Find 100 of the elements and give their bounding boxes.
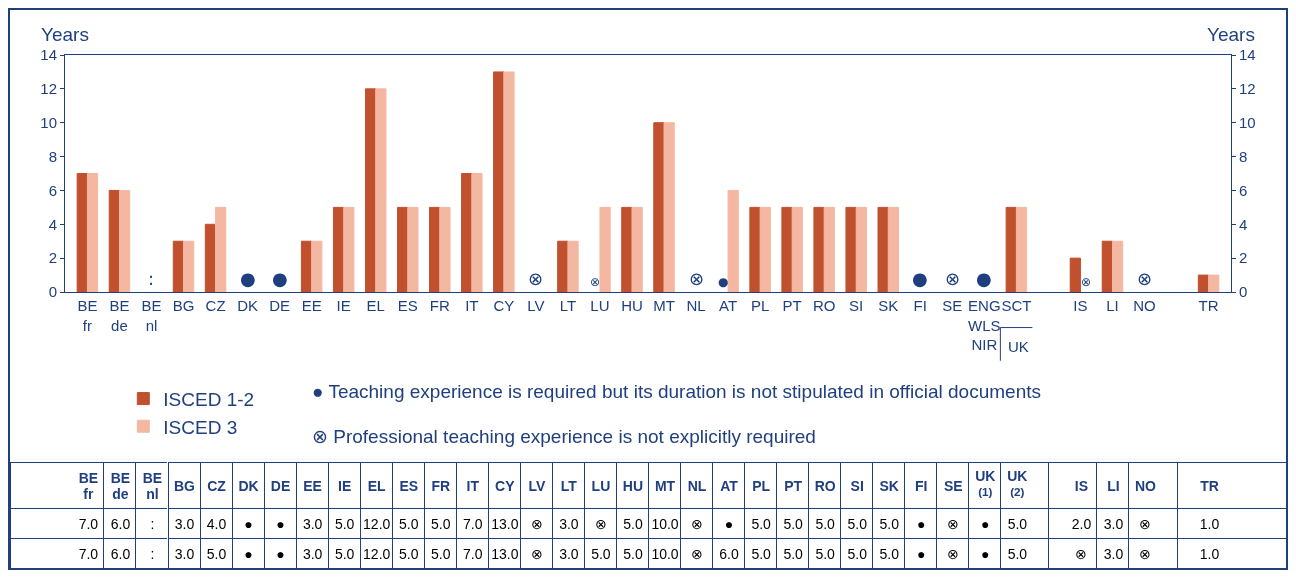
text: ⊗ bbox=[1139, 546, 1152, 562]
data-label: 5.0 bbox=[399, 546, 419, 562]
x-tick-label: BE de bbox=[109, 297, 130, 334]
data-label: 5.0 bbox=[783, 516, 803, 532]
x-tick-label: HU bbox=[621, 297, 643, 314]
data-label: 3.0 bbox=[174, 546, 195, 562]
data-label: 4.0 bbox=[206, 516, 227, 532]
x-tick-label: PL bbox=[750, 297, 770, 314]
category-label: CY bbox=[495, 478, 515, 494]
data-label: 5.0 bbox=[431, 516, 451, 532]
x-tick-label: BG bbox=[172, 297, 195, 314]
data-label: 7.0 bbox=[78, 546, 99, 562]
text: ● bbox=[276, 546, 285, 562]
text: ● bbox=[240, 268, 256, 289]
text: ● bbox=[272, 268, 288, 289]
category-label: BE nl bbox=[142, 470, 163, 502]
data-label: 7.0 bbox=[463, 546, 483, 562]
data-label: 7.0 bbox=[78, 516, 99, 532]
category-label: NO bbox=[1134, 478, 1156, 494]
category-label: SE bbox=[943, 478, 963, 494]
x-tick-label: DK bbox=[237, 297, 259, 314]
data-label: 6.0 bbox=[719, 546, 739, 562]
data-label: 5.0 bbox=[399, 516, 419, 532]
text: ● bbox=[276, 516, 285, 532]
data-label: 5.0 bbox=[431, 546, 451, 562]
text: ⊗ Professional teaching experience is not explicitly required bbox=[312, 426, 816, 447]
data-label: 3.0 bbox=[559, 546, 579, 562]
category-label: AT bbox=[720, 478, 738, 494]
category-label: MT bbox=[654, 478, 676, 494]
category-label: CZ bbox=[207, 478, 226, 494]
x-tick-label: CZ bbox=[205, 297, 226, 314]
category-label: ES bbox=[399, 478, 419, 494]
x-tick-label: IE bbox=[336, 297, 351, 314]
x-tick-label: DE bbox=[269, 297, 291, 314]
x-tick-label: EE bbox=[301, 297, 322, 314]
y-tick-label: 14 bbox=[40, 46, 57, 64]
text: ● bbox=[724, 516, 734, 532]
data-label: 5.0 bbox=[847, 516, 867, 532]
y2-tick-label: 0 bbox=[1239, 283, 1248, 301]
data-label: 13.0 bbox=[491, 546, 519, 562]
data-label: 5.0 bbox=[334, 546, 355, 562]
data-label: 5.0 bbox=[751, 546, 771, 562]
x-tick-label: EL bbox=[366, 297, 385, 314]
data-label: 6.0 bbox=[110, 516, 131, 532]
text: ● bbox=[981, 516, 990, 532]
text: ⊗ bbox=[945, 268, 961, 289]
text: ● bbox=[912, 268, 928, 289]
x-tick-label: BE nl bbox=[141, 297, 162, 334]
x-tick-label: PT bbox=[782, 297, 802, 314]
data-label: 1.0 bbox=[1199, 546, 1220, 562]
text: ● bbox=[244, 516, 253, 532]
data-label: 5.0 bbox=[847, 546, 867, 562]
y-tick-label: 6 bbox=[48, 181, 57, 199]
text: ⊗ bbox=[1081, 275, 1092, 289]
category-label: EE bbox=[303, 478, 322, 494]
category-label: EL bbox=[367, 478, 386, 494]
x-tick-label: SK bbox=[878, 297, 899, 314]
y2-tick-label: 8 bbox=[1239, 147, 1248, 165]
x-tick-label: ES bbox=[397, 297, 418, 314]
category-label: DE bbox=[270, 478, 291, 494]
category-label: SI bbox=[850, 478, 864, 494]
text: ⊗ bbox=[689, 268, 705, 289]
data-label: 12.0 bbox=[363, 516, 391, 532]
data-label: 13.0 bbox=[491, 516, 519, 532]
x-tick-label: CY bbox=[493, 297, 515, 314]
y-tick-label: 4 bbox=[48, 215, 57, 233]
category-label: BE fr bbox=[78, 470, 99, 502]
x-tick-label: LU bbox=[590, 297, 610, 314]
y2-tick-label: 6 bbox=[1239, 181, 1248, 199]
y-tick-label: 8 bbox=[48, 147, 57, 165]
x-tick-label: MT bbox=[653, 297, 675, 314]
x-tick-label: AT bbox=[719, 297, 738, 314]
y-tick-label: 0 bbox=[48, 283, 57, 301]
data-label: 10.0 bbox=[651, 546, 679, 562]
category-label: LI bbox=[1107, 478, 1120, 494]
data-label: 5.0 bbox=[815, 546, 835, 562]
text: ⊗ bbox=[530, 546, 543, 562]
text: UK bbox=[1008, 338, 1029, 355]
data-label: 1.0 bbox=[1199, 516, 1220, 532]
data-label: 5.0 bbox=[334, 516, 355, 532]
data-label: 3.0 bbox=[174, 516, 195, 532]
text: ⊗ bbox=[594, 516, 607, 532]
x-tick-label: IT bbox=[465, 297, 479, 314]
text: ● bbox=[718, 275, 729, 289]
data-label: 5.0 bbox=[591, 546, 611, 562]
category-label: DK bbox=[238, 478, 259, 494]
data-label: 5.0 bbox=[783, 546, 803, 562]
data-label: 3.0 bbox=[302, 546, 323, 562]
data-label: 7.0 bbox=[463, 516, 483, 532]
category-label: FR bbox=[431, 478, 451, 494]
y-tick-label: 12 bbox=[40, 80, 57, 98]
y2-tick-label: 10 bbox=[1239, 113, 1256, 131]
data-label: 5.0 bbox=[623, 516, 643, 532]
data-label: 5.0 bbox=[1007, 516, 1028, 532]
category-label: IE bbox=[338, 478, 352, 494]
category-label: BE de bbox=[110, 470, 131, 502]
y2-tick-label: 2 bbox=[1239, 249, 1248, 267]
y-tick-label: 2 bbox=[48, 249, 57, 267]
category-label: PL bbox=[752, 478, 771, 494]
x-tick-label: LT bbox=[559, 297, 577, 314]
